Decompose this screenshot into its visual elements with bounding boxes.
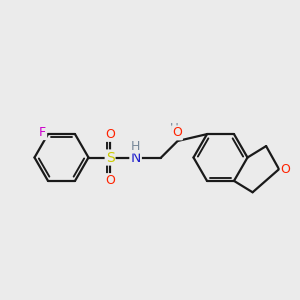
Text: S: S <box>106 151 115 164</box>
Text: F: F <box>39 126 46 139</box>
Text: N: N <box>130 151 141 164</box>
Text: H: H <box>169 122 178 135</box>
Text: H: H <box>131 140 140 153</box>
Text: O: O <box>172 126 182 140</box>
Text: O: O <box>105 128 115 141</box>
Text: O: O <box>281 163 290 176</box>
Text: O: O <box>105 174 115 187</box>
